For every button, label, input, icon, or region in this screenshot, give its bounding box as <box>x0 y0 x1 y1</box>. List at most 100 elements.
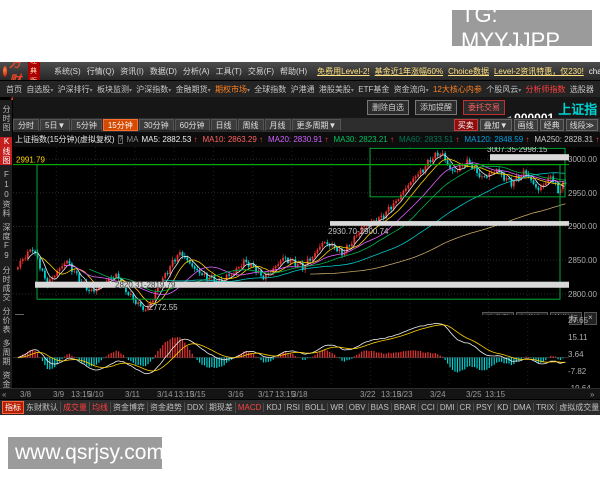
indicator-tab-成交量[interactable]: 成交量 <box>61 402 90 413</box>
indicator-tab-WR[interactable]: WR <box>328 403 347 412</box>
menu-item[interactable]: 帮助(H) <box>280 66 308 76</box>
scroll-left-icon[interactable]: « <box>2 390 7 399</box>
menu-item[interactable]: 行情(Q) <box>86 66 115 76</box>
sidebar-tab-多周期[interactable]: 多周期 <box>2 339 11 366</box>
nav-item[interactable]: 港股美股▾ <box>318 84 354 94</box>
indicator-tab-DDX[interactable]: DDX <box>185 403 207 412</box>
period-tab[interactable]: 5日▼ <box>40 119 71 131</box>
sidebar-tab-分价表[interactable]: 分价表 <box>2 307 11 334</box>
indicator-tab-虚拟成交量[interactable]: 虚拟成交量 <box>557 402 600 413</box>
promo-link[interactable]: 免费用Level-2! <box>317 66 370 76</box>
price-axis-label: 2800.00 <box>568 289 597 299</box>
indicator-tab-OBV[interactable]: OBV <box>347 403 369 412</box>
menu-item[interactable]: 资讯(I) <box>120 66 144 76</box>
indicator-tab-资金趋势[interactable]: 资金趋势 <box>148 402 185 413</box>
indicator-tab-DMA[interactable]: DMA <box>511 403 535 412</box>
candle-body <box>314 253 316 257</box>
indicator-tab-KD[interactable]: KD <box>495 403 512 412</box>
period-tab[interactable]: 日线 <box>210 119 237 131</box>
candlestick-chart[interactable]: 2991.79 3007.35-2998.15 2930.70-2900.74 282… <box>13 147 569 312</box>
menu-item[interactable]: 分析(A) <box>182 66 210 76</box>
nav-item[interactable]: 个股风云▾ <box>486 84 522 94</box>
macd-chart[interactable] <box>13 315 569 387</box>
indicator-tab-东财默认[interactable]: 东财默认 <box>24 402 61 413</box>
nav-item[interactable]: 12大核心内参 <box>432 84 482 94</box>
macd-panel-button[interactable]: × <box>584 312 597 325</box>
indicator-tab-DMI[interactable]: DMI <box>438 403 458 412</box>
indicator-tab-MACD[interactable]: MACD <box>236 403 265 412</box>
nav-item[interactable]: 期权市场▾ <box>214 84 250 94</box>
sidebar-tab-K线图[interactable]: K线图 <box>0 137 12 165</box>
promo-link[interactable]: Level-2资讯特惠，仅230! <box>493 66 584 76</box>
sidebar-tab-分时成交[interactable]: 分时成交 <box>2 266 11 302</box>
menu-item[interactable]: 工具(T) <box>215 66 242 76</box>
toolbar-button[interactable]: 删除自选 <box>367 100 409 115</box>
candle-body <box>488 172 491 177</box>
help-icon[interactable]: ? <box>117 135 124 144</box>
indicator-tab-CCI[interactable]: CCI <box>419 403 438 412</box>
time-label: 13:15 <box>275 390 296 399</box>
indicator-tab-TRIX[interactable]: TRIX <box>534 403 558 412</box>
indicator-tab-指标[interactable]: 指标 <box>2 401 24 414</box>
dif-line <box>17 322 566 375</box>
candle-body <box>98 286 100 290</box>
promo-link[interactable]: Choice数据 <box>448 66 489 76</box>
indicator-tab-BOLL[interactable]: BOLL <box>303 403 329 412</box>
menu-item[interactable]: 交易(F) <box>247 66 275 76</box>
nav-item[interactable]: 选股器 <box>569 84 594 94</box>
indicator-tab-PSY[interactable]: PSY <box>474 403 496 412</box>
nav-item[interactable]: 沪港通 <box>290 84 315 94</box>
sidebar-tab-F10资料[interactable]: F10资料 <box>2 170 11 218</box>
nav-item[interactable]: ETF基金 <box>358 84 390 94</box>
period-tab[interactable]: 分时 <box>13 119 39 131</box>
period-tab[interactable]: 60分钟 <box>174 119 210 131</box>
period-tab[interactable]: 30分钟 <box>138 119 174 131</box>
nav-item[interactable]: 全球指数 <box>254 84 287 94</box>
chart-tool-button[interactable]: 买卖 <box>453 119 478 131</box>
candle-body <box>31 249 34 252</box>
period-tab[interactable]: 周线 <box>237 119 264 131</box>
nav-item[interactable]: 首页 <box>6 84 22 94</box>
period-tab[interactable]: 月线 <box>264 119 291 131</box>
toolbar-button[interactable]: 添加提醒 <box>415 100 457 115</box>
chart-tool-button[interactable]: 线段≫ <box>565 119 598 131</box>
menu-item[interactable]: 系统(S) <box>54 66 81 76</box>
indicator-tab-BIAS[interactable]: BIAS <box>369 403 392 412</box>
candle-body <box>220 279 223 282</box>
candle-body <box>125 284 127 293</box>
nav-item[interactable]: 沪深排行▾ <box>57 84 93 94</box>
indicator-tab-KDJ[interactable]: KDJ <box>264 403 285 412</box>
time-label: 13:15 <box>485 390 506 399</box>
indicator-tab-期现差[interactable]: 期现差 <box>207 402 236 413</box>
sidebar-tab-深度F9[interactable]: 深度F9 <box>2 223 11 261</box>
sidebar-tab-资金[interactable]: 资金 <box>2 371 11 389</box>
chart-tool-button[interactable]: 经典 <box>539 119 564 131</box>
indicator-tab-资金博弈[interactable]: 资金博弈 <box>111 402 148 413</box>
candle-body <box>289 259 292 264</box>
period-tab[interactable]: 更多周期▼ <box>291 119 342 131</box>
toolbar-button[interactable]: 委托交易 <box>463 100 505 115</box>
nav-item[interactable]: 资金流向▾ <box>393 84 429 94</box>
period-tab[interactable]: 15分钟 <box>102 119 138 131</box>
candle-body <box>338 248 341 252</box>
nav-item[interactable]: 金融期货▾ <box>175 84 211 94</box>
nav-item[interactable]: 沪深指数▾ <box>136 84 172 94</box>
indicator-tab-均线[interactable]: 均线 <box>90 402 111 413</box>
indicator-tab-RSI[interactable]: RSI <box>285 403 303 412</box>
ma-values: MA5: 2882.53 ↑ MA10: 2863.29 ↑ MA20: 2830.… <box>141 135 600 144</box>
candle-body <box>34 251 36 253</box>
candle-body <box>328 244 331 247</box>
chart-tool-button[interactable]: 画线 <box>513 119 538 131</box>
menu-item[interactable]: 数据(D) <box>149 66 177 76</box>
chart-tool-button[interactable]: 叠加▼ <box>479 119 512 131</box>
period-tab[interactable]: 5分钟 <box>71 119 102 131</box>
nav-item[interactable]: 分析师指数 <box>525 84 566 94</box>
nav-item[interactable]: 自选股▾ <box>26 84 54 94</box>
sidebar-tab-分时图[interactable]: 分时图 <box>2 105 11 132</box>
indicator-tab-CR[interactable]: CR <box>458 403 475 412</box>
nav-item[interactable]: 板块监测▾ <box>96 84 132 94</box>
indicator-tab-BRAR[interactable]: BRAR <box>392 403 420 412</box>
scroll-right-icon[interactable]: » <box>590 390 595 399</box>
promo-link[interactable]: 基金近1年涨幅60% <box>374 66 444 76</box>
